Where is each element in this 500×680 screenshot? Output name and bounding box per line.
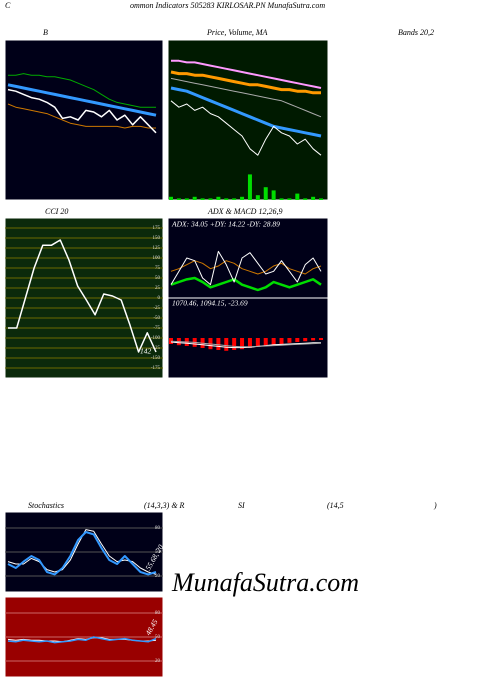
- bar: [232, 338, 237, 350]
- panel: [4, 39, 164, 201]
- series-line: [170, 260, 322, 275]
- series-line: [170, 276, 322, 292]
- series-line: [7, 88, 157, 134]
- bar: [255, 195, 260, 200]
- y-tick-label: 25: [155, 286, 161, 291]
- panel-heading: B: [43, 28, 48, 37]
- series-line: [170, 70, 321, 95]
- panel-heading: (14,5: [327, 501, 344, 510]
- bar: [319, 338, 323, 340]
- bar: [224, 198, 229, 200]
- series-line: [170, 77, 322, 118]
- bar: [271, 338, 276, 346]
- y-tick-label: 100: [153, 256, 161, 261]
- series-line: [171, 59, 322, 89]
- y-tick-label: -125: [151, 346, 161, 351]
- series-line: [170, 340, 322, 348]
- y-tick-label: 175: [153, 226, 161, 231]
- y-tick-label: -100: [151, 336, 161, 341]
- y-tick-label: -150: [151, 356, 161, 361]
- bar: [319, 198, 323, 200]
- panel-heading: SI: [238, 501, 245, 510]
- bar: [311, 196, 316, 200]
- bar: [255, 338, 260, 347]
- bar: [192, 196, 197, 200]
- bar: [287, 338, 292, 343]
- bar: [184, 198, 189, 200]
- y-tick-label: 80: [155, 526, 161, 531]
- series-line: [7, 83, 157, 117]
- y-tick-label: -25: [153, 306, 160, 311]
- bar: [232, 198, 237, 200]
- bar: [263, 338, 268, 346]
- y-tick-label: 75: [155, 266, 161, 271]
- bar: [200, 198, 205, 200]
- annotation: 142: [140, 347, 152, 356]
- bar: [303, 198, 308, 200]
- y-tick-label: -75: [153, 326, 160, 331]
- bar: [247, 338, 252, 348]
- bar: [176, 198, 181, 200]
- bar: [169, 196, 173, 200]
- bar: [208, 198, 213, 200]
- y-tick-label: -175: [151, 366, 161, 371]
- annotation: ADX: 34.05 +DY: 14.22 -DY: 28.89: [171, 220, 280, 229]
- y-tick-label: 50: [155, 550, 161, 555]
- series-line: [8, 239, 157, 353]
- panel-heading: ): [433, 501, 437, 510]
- bar: [224, 338, 229, 351]
- series-line: [8, 73, 156, 108]
- watermark: MunafaSutra.com: [171, 568, 359, 597]
- bar: [216, 196, 221, 200]
- y-tick-label: 20: [155, 659, 161, 664]
- bar: [295, 338, 300, 342]
- series-line: [7, 103, 156, 129]
- series-line: [170, 250, 322, 286]
- series-line: [170, 341, 321, 349]
- y-tick-label: 50: [155, 276, 161, 281]
- bar: [240, 196, 245, 200]
- bar: [263, 187, 268, 200]
- bar: [287, 198, 292, 200]
- series-line: [170, 86, 322, 138]
- panel-heading: Bands 20,2: [398, 28, 434, 37]
- bar: [271, 190, 276, 200]
- y-tick-label: 125: [153, 246, 161, 251]
- bar: [240, 338, 245, 350]
- bar: [303, 338, 308, 342]
- y-tick-label: 50: [155, 635, 161, 640]
- title-initial: C: [5, 1, 11, 10]
- panel-heading: Stochastics: [28, 501, 64, 510]
- annotation: 1070.46, 1094.15, -23.69: [172, 299, 248, 308]
- bar: [279, 338, 284, 344]
- panel-heading: ADX & MACD 12,26,9: [207, 207, 282, 216]
- y-tick-label: 0: [158, 296, 161, 301]
- panel: [167, 217, 329, 299]
- y-tick-label: 80: [155, 611, 161, 616]
- series-line: [7, 531, 157, 576]
- bar: [169, 338, 173, 344]
- y-tick-label: 20: [155, 574, 161, 579]
- series-line: [170, 100, 322, 156]
- bar: [247, 174, 252, 200]
- y-tick-label: 150: [153, 236, 161, 241]
- bar: [279, 198, 284, 200]
- y-tick-label: -50: [153, 316, 160, 321]
- panel: [167, 39, 329, 201]
- bar: [311, 338, 316, 341]
- title: ommon Indicators 505283 KIRLOSAR.PN Muna…: [130, 1, 325, 10]
- panel-heading: Price, Volume, MA: [206, 28, 268, 37]
- panel-heading: (14,3,3) & R: [144, 501, 185, 510]
- bar: [216, 338, 221, 350]
- bar: [295, 193, 300, 200]
- panel-heading: CCI 20: [45, 207, 68, 216]
- series-line: [7, 636, 157, 644]
